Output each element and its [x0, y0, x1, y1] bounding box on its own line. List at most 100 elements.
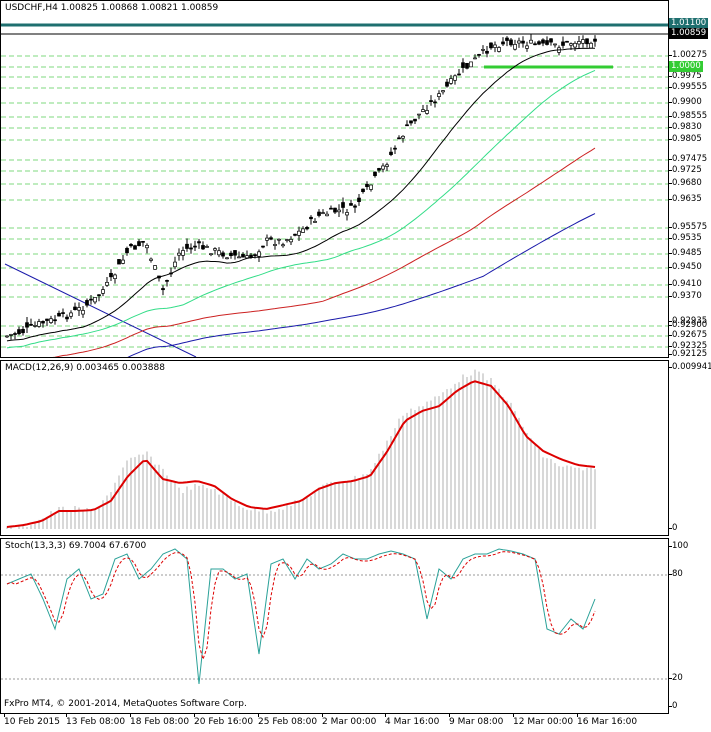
candle-body — [357, 197, 361, 202]
candle-body — [453, 75, 457, 81]
support-price-tag: 1.0000 — [669, 61, 703, 72]
candle-body — [145, 245, 149, 249]
stochastic-pane[interactable]: Stoch(13,3,3) 69.7004 67.6700 — [0, 538, 669, 714]
candle-body — [573, 42, 577, 48]
candle-body — [33, 325, 37, 327]
candle-body — [181, 250, 185, 256]
macd-signal-line — [6, 380, 596, 528]
candle-body — [541, 39, 545, 44]
stoch-signal-line — [6, 551, 596, 662]
candle-body — [81, 310, 85, 315]
candle-body — [417, 113, 421, 116]
candle-body — [485, 50, 489, 54]
stochastic-canvas[interactable] — [1, 539, 668, 713]
time-axis-label: 16 Mar 16:00 — [577, 714, 638, 727]
price-axis-label: 0.9535 — [669, 233, 702, 243]
candle-body — [29, 323, 33, 326]
candle-body — [437, 93, 441, 97]
candle-body — [457, 73, 461, 76]
stoch-main-line — [6, 548, 596, 685]
candle-body — [493, 44, 497, 48]
stochastic-title: Stoch(13,3,3) 69.7004 67.6700 — [5, 541, 147, 551]
price-axis-label: 0.92675 — [668, 330, 708, 340]
candle-body — [561, 41, 565, 46]
candle-body — [297, 230, 301, 236]
time-axis-label: 13 Feb 08:00 — [66, 714, 126, 727]
ma-green — [6, 69, 596, 349]
candle-body — [253, 254, 257, 257]
candle-body — [365, 183, 369, 188]
candle-body — [389, 151, 393, 155]
candle-body — [361, 188, 365, 193]
candle-body — [509, 39, 513, 46]
candle-body — [473, 57, 477, 60]
price-chart-canvas[interactable] — [1, 1, 668, 357]
candle-body — [125, 247, 129, 254]
candle-body — [57, 312, 61, 317]
candle-body — [249, 254, 253, 258]
open-price: 1.00825 — [60, 3, 98, 13]
candle-body — [237, 256, 241, 259]
candle-body — [529, 39, 533, 44]
candle-body — [201, 245, 205, 250]
candle-body — [205, 246, 209, 248]
candle-body — [113, 274, 117, 279]
candle-body — [477, 54, 481, 56]
candle-body — [101, 289, 105, 294]
candle-body — [9, 334, 13, 336]
candle-body — [17, 329, 21, 335]
candle-body — [225, 257, 229, 260]
candle-body — [41, 321, 45, 324]
macd-axis-top: 0.009941 — [669, 362, 711, 372]
time-axis-label: 12 Mar 00:00 — [513, 714, 574, 727]
macd-canvas[interactable] — [1, 361, 668, 535]
candle-body — [37, 321, 41, 327]
candle-body — [517, 40, 521, 44]
candle-body — [325, 213, 329, 217]
candle-body — [261, 245, 265, 248]
candle-body — [313, 221, 317, 223]
price-axis-label: 0.9485 — [669, 248, 702, 258]
ma-blue — [127, 213, 596, 357]
macd-pane[interactable]: MACD(12,26,9) 0.003465 0.003888 — [0, 360, 669, 536]
candle-body — [13, 333, 17, 335]
candle-body — [77, 307, 81, 311]
candle-body — [25, 322, 29, 328]
stochastic-axis: 100 80 20 0 — [668, 538, 711, 714]
candle-body — [581, 39, 585, 44]
candle-body — [333, 207, 337, 213]
candle-body — [585, 38, 589, 45]
candle-body — [73, 306, 77, 311]
candle-body — [229, 252, 233, 256]
price-chart-pane[interactable]: USDCHF,H4 1.00825 1.00868 1.00821 1.0085… — [0, 0, 669, 358]
candle-body — [117, 259, 121, 265]
candle-body — [153, 265, 157, 270]
candle-body — [549, 38, 553, 43]
ma-red — [52, 147, 596, 357]
candle-body — [317, 211, 321, 216]
stoch-level-20: 20 — [669, 673, 683, 683]
candle-body — [277, 238, 281, 241]
candle-body — [553, 43, 557, 46]
time-axis-label: 4 Mar 16:00 — [385, 714, 440, 727]
candle-body — [97, 294, 101, 297]
time-axis[interactable]: 10 Feb 2015 13 Feb 08:00 18 Feb 08:00 20 Fe… — [0, 714, 669, 732]
macd-axis-bottom: 0 — [668, 523, 678, 533]
candle-body — [489, 42, 493, 49]
candle-body — [545, 40, 549, 45]
macd-axis: 0.009941 0 — [668, 360, 711, 536]
price-axis-label: 0.92935 — [668, 316, 708, 326]
current-price-tag: 1.00859 — [669, 28, 709, 39]
candle-body — [449, 78, 453, 84]
candle-body — [413, 118, 417, 122]
chart-header: USDCHF,H4 1.00825 1.00868 1.00821 1.0085… — [5, 3, 218, 13]
candle-body — [405, 124, 409, 127]
candle-body — [569, 43, 573, 46]
candle-body — [245, 255, 249, 259]
price-axis-label: 0.9900 — [669, 97, 702, 107]
candle-body — [521, 40, 525, 44]
price-axis-label: 0.9725 — [669, 165, 702, 175]
ma-black — [6, 47, 596, 342]
candle-body — [589, 42, 593, 49]
